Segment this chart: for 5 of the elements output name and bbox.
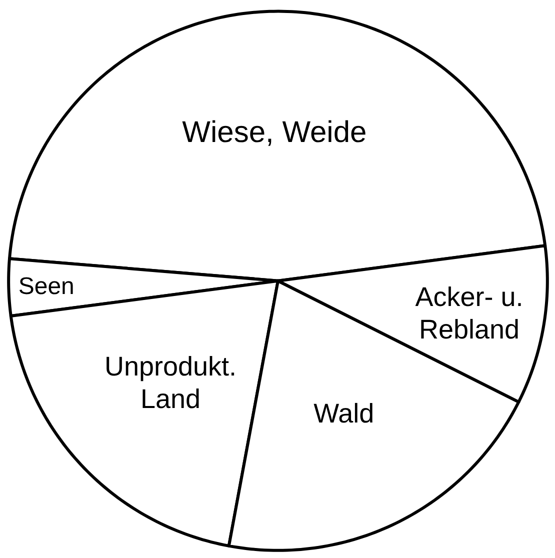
slice-label: Wald (314, 398, 374, 429)
slice-label: Acker- u. Rebland (415, 282, 524, 344)
slice-label: Seen (18, 272, 74, 300)
slice-label: Unprodukt. Land (104, 352, 237, 414)
slice-label: Wiese, Weide (182, 116, 367, 150)
